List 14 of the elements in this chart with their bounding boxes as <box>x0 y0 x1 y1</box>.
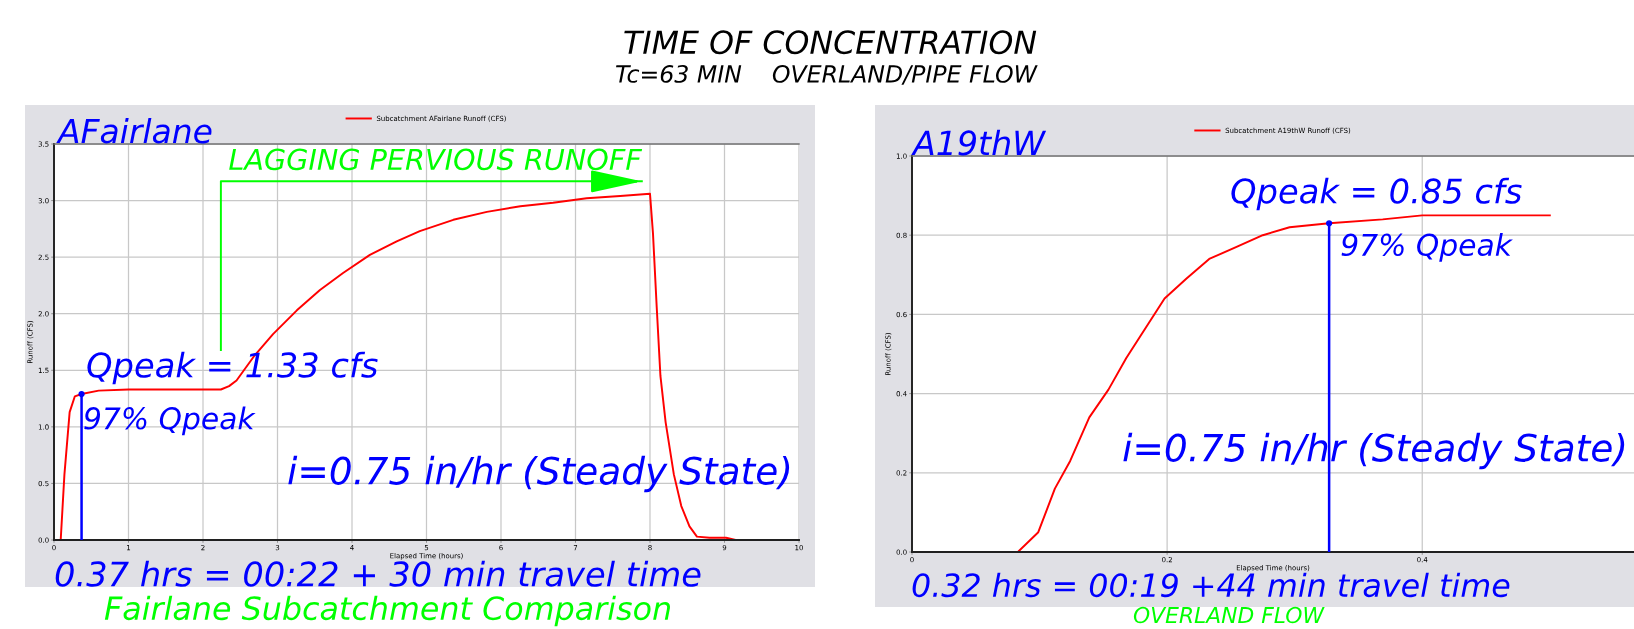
text: Tc=63 MIN OVERLAND/PIPE FLOW <box>616 64 1038 85</box>
text: Fairlane Subcatchment Comparison <box>104 595 670 627</box>
annotation: i=0.75 in/hr (Steady State) <box>288 455 790 493</box>
chart-title: AFairlane <box>56 117 212 144</box>
text: OVERLAND FLOW <box>1133 606 1325 624</box>
annotation: LAGGING PERVIOUS RUNOFF <box>229 148 643 171</box>
text: 0.37 hrs = 00:22 + 30 min travel time <box>55 560 701 587</box>
text: TIME OF CONCENTRATION <box>624 30 1037 55</box>
annotation: 97% Qpeak <box>84 406 256 436</box>
annotation: 97% Qpeak <box>1341 233 1513 262</box>
annotation: Qpeak = 1.33 cfs <box>87 351 378 385</box>
annotation: Qpeak = 0.85 cfs <box>1231 177 1522 211</box>
chart-title: A19thW <box>911 129 1047 156</box>
text: 0.32 hrs = 00:19 +44 min travel time <box>912 572 1510 598</box>
